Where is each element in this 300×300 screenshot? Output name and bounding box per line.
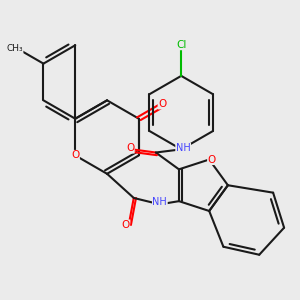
Text: O: O: [126, 143, 134, 153]
Text: NH: NH: [176, 143, 190, 153]
Text: O: O: [208, 154, 216, 164]
Text: O: O: [122, 220, 130, 230]
Text: O: O: [71, 150, 80, 161]
Text: NH: NH: [152, 197, 167, 207]
Text: O: O: [158, 99, 166, 109]
Text: Cl: Cl: [176, 40, 186, 50]
Text: CH₃: CH₃: [6, 44, 23, 53]
